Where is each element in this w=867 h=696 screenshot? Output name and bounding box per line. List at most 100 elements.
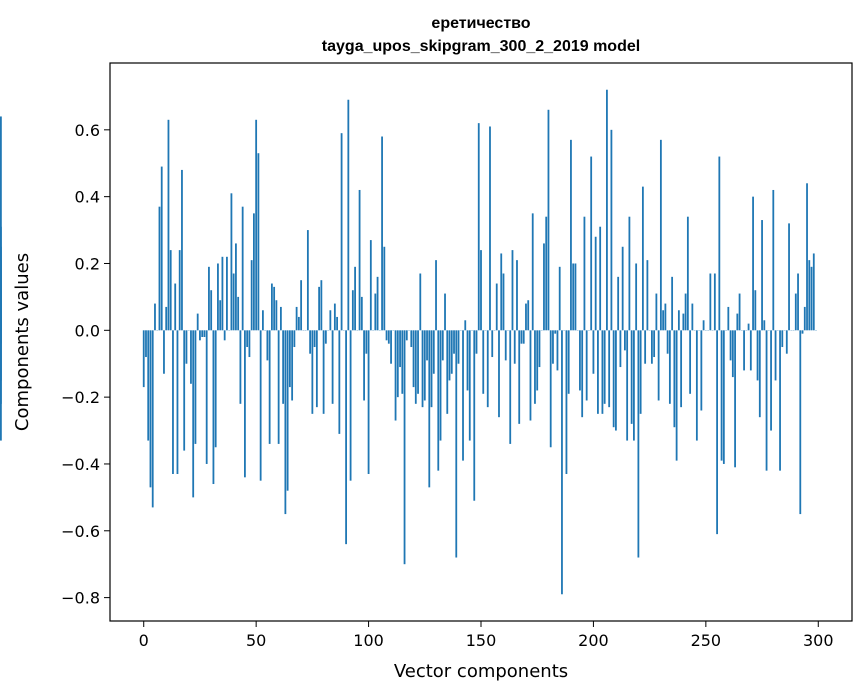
bar-79 (320, 280, 323, 331)
bar-267 (743, 330, 745, 371)
bar-219 (635, 263, 638, 331)
bar-26 (201, 330, 204, 337)
bar-260 (727, 306, 730, 331)
bar-143 (464, 320, 467, 331)
bar-131 (437, 330, 440, 471)
bar-109 (387, 330, 390, 344)
bar-181 (549, 330, 552, 448)
bar-231 (662, 310, 665, 331)
bar-41 (235, 243, 237, 331)
bar-43 (239, 330, 242, 404)
bar-119 (410, 330, 413, 348)
bar-85 (333, 303, 336, 331)
bar-205 (603, 330, 606, 404)
bar-136 (448, 330, 451, 381)
bar-108 (385, 330, 388, 341)
bar-186 (561, 330, 563, 595)
bar-160 (502, 273, 505, 331)
bar-248 (700, 330, 703, 411)
bar-65 (288, 330, 291, 388)
bar-243 (689, 330, 692, 394)
bar-291 (797, 273, 799, 331)
bar-22 (192, 330, 195, 498)
bar-75 (311, 330, 314, 414)
bar-168 (520, 330, 523, 344)
bar-256 (718, 156, 721, 331)
bar-176 (538, 330, 541, 368)
x-tick-label: 150 (466, 631, 497, 650)
chart-subtitle: tayga_upos_skipgram_300_2_2019 model (322, 38, 640, 55)
bar-73 (306, 230, 309, 331)
bar-16 (178, 250, 181, 331)
bar-77 (315, 330, 318, 408)
bar-37 (226, 256, 228, 331)
bar-281 (774, 330, 777, 381)
bar-122 (417, 330, 419, 394)
bar-48 (250, 260, 253, 331)
bar-202 (597, 330, 599, 414)
bar-213 (621, 246, 624, 331)
bar-232 (664, 303, 667, 331)
bar-2 (147, 330, 150, 441)
bar-228 (655, 293, 658, 331)
bar-113 (396, 330, 399, 398)
bar-191 (572, 263, 575, 331)
bar-19 (185, 330, 188, 364)
bar-158 (498, 330, 500, 418)
y-tick-label: 0.0 (75, 321, 100, 340)
bar-157 (495, 283, 498, 331)
bar-230 (659, 139, 662, 331)
bar-208 (610, 129, 613, 331)
bar-125 (423, 330, 426, 401)
bar-10 (165, 306, 168, 331)
y-tick-label: −0.2 (61, 388, 100, 407)
bar-50 (255, 119, 258, 331)
bar-283 (779, 330, 781, 471)
bar-263 (734, 330, 736, 468)
bar-147 (473, 330, 476, 501)
bar-226 (650, 330, 653, 364)
bar-58 (273, 286, 276, 331)
bar-149 (477, 123, 480, 331)
bar-24 (196, 313, 199, 331)
x-tick-label: 0 (139, 631, 149, 650)
bar-137 (450, 330, 453, 374)
bar-74 (309, 330, 312, 354)
bar-116 (403, 330, 406, 565)
y-tick-label: 0.4 (75, 188, 100, 207)
bar-134 (444, 293, 446, 331)
bar-32 (214, 330, 217, 448)
bar-273 (756, 330, 759, 381)
bar-7 (158, 206, 161, 331)
bar-184 (556, 330, 559, 371)
chart-title: еретичество (431, 15, 530, 32)
bar-13 (172, 330, 174, 474)
bar-165 (513, 330, 516, 364)
bar-172 (529, 330, 532, 421)
bar-98 (363, 330, 365, 401)
x-axis-ticks: 0 50 100 150 200 250 300 (139, 621, 834, 650)
bar-44 (241, 206, 244, 331)
bar-23 (194, 330, 197, 444)
bar-164 (511, 250, 514, 331)
bar-215 (626, 330, 629, 441)
bar-64 (286, 330, 289, 491)
x-tick-label: 200 (578, 631, 609, 650)
bar-114 (399, 330, 401, 368)
bar-201 (594, 236, 597, 331)
bar-undefined (0, 290, 2, 331)
bar-29 (208, 266, 210, 331)
bar-52 (259, 330, 262, 481)
bar-293 (801, 330, 804, 334)
bar-175 (536, 330, 539, 391)
bar-241 (684, 293, 687, 331)
bar-76 (313, 330, 316, 348)
bar-296 (808, 260, 811, 331)
bar-185 (558, 266, 561, 331)
bar-33 (217, 263, 219, 331)
bar-167 (518, 330, 521, 424)
bar-97 (360, 296, 363, 331)
bar-5 (154, 303, 156, 331)
bar-203 (599, 226, 602, 331)
y-tick-label: −0.4 (61, 455, 100, 474)
